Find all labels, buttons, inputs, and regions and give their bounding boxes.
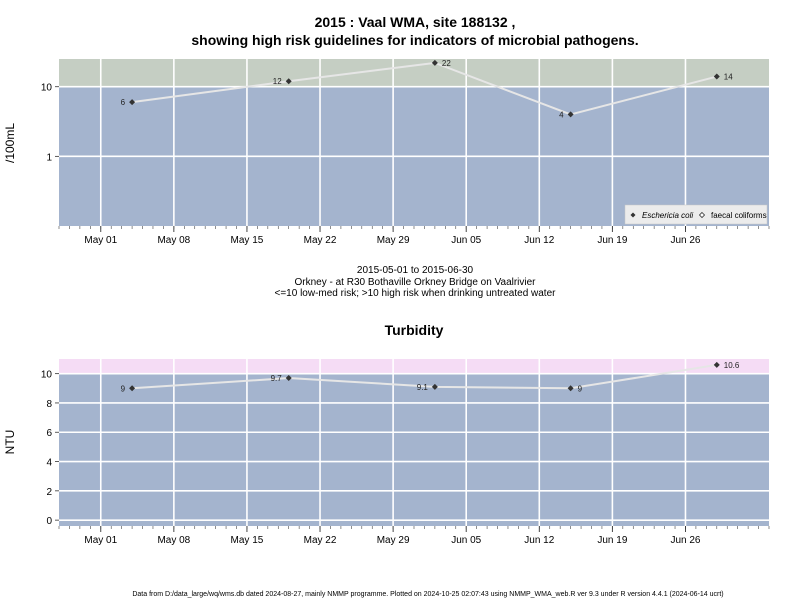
chart1-data-point <box>285 78 292 85</box>
chart1-data-point <box>713 73 720 80</box>
chart1-legend: Eschericia coli faecal coliforms <box>624 204 768 225</box>
legend-label-faecal: faecal coliforms <box>711 211 767 220</box>
chart1-legend-box <box>624 204 768 225</box>
chart2-title: Turbidity <box>385 322 444 338</box>
chart2-x-tick-label: May 22 <box>304 535 337 546</box>
footer-note: Data from D:/data_large/wq/wms.db dated … <box>132 591 723 598</box>
chart2-y-tick-label: 2 <box>46 487 52 498</box>
chart2-y-tick-label: 8 <box>46 399 52 410</box>
chart2-y-axis-label: NTU <box>3 430 17 455</box>
chart1-caption-date-range: 2015-05-01 to 2015-06-30 <box>357 265 474 276</box>
chart1-caption-site: Orkney - at R30 Bothaville Orkney Bridge… <box>294 277 536 288</box>
chart2-data-label: 9 <box>121 384 126 393</box>
chart2-data-label: 9 <box>578 384 583 393</box>
chart2-data-point <box>713 361 720 368</box>
chart2-data-label: 10.6 <box>724 361 740 370</box>
chart1-caption-guideline: <=10 low-med risk; >10 high risk when dr… <box>275 288 557 299</box>
chart1-data-point <box>129 99 136 106</box>
legend-marker-ecoli <box>630 212 636 218</box>
chart1-x-tick-label: Jun 12 <box>524 235 554 246</box>
legend-marker-faecal <box>698 211 706 219</box>
chart1-data-point <box>567 111 574 118</box>
chart1-x-tick-label: May 15 <box>231 235 264 246</box>
chart2-low-risk-band <box>59 373 769 526</box>
chart2-data-point <box>567 385 574 392</box>
chart2-y-tick-label: 4 <box>46 458 52 469</box>
chart1-y-tick-label: 10 <box>41 83 53 94</box>
chart2-data-point <box>129 385 136 392</box>
legend-label-ecoli: Eschericia coli <box>642 211 693 220</box>
chart2-y-tick-label: 0 <box>46 516 52 527</box>
chart2-x-tick-label: May 29 <box>377 535 410 546</box>
chart1-data-label: 6 <box>121 98 126 107</box>
chart2-x-tick-label: May 08 <box>157 535 190 546</box>
chart1-y-axis-label: /100mL <box>3 123 17 163</box>
chart1-x-tick-label: May 22 <box>304 235 337 246</box>
chart2-data-label: 9.1 <box>417 383 429 392</box>
chart1-data-label: 22 <box>442 59 451 68</box>
chart2-data-point <box>431 383 438 390</box>
chart1-x-tick-label: Jun 19 <box>597 235 627 246</box>
chart2-y-tick-label: 10 <box>41 370 53 381</box>
chart1-x-tick-label: May 08 <box>157 235 190 246</box>
chart2-x-tick-label: Jun 26 <box>670 535 700 546</box>
chart1-data-label: 14 <box>724 73 733 82</box>
chart1-plot-area: May 01 May 08 May 15 May 22 May 29 Jun 05 Jun … <box>41 59 770 246</box>
chart2-x-tick-label: Jun 19 <box>597 535 627 546</box>
chart1-x-tick-label: May 29 <box>377 235 410 246</box>
chart1-x-tick-label: Jun 05 <box>451 235 481 246</box>
chart1-title-line1: 2015 : Vaal WMA, site 188132 , <box>315 14 516 30</box>
chart1-data-label: 4 <box>559 110 564 119</box>
chart1-x-tick-label: May 01 <box>84 235 117 246</box>
chart2-plot-area: May 01 May 08 May 15 May 22 May 29 Jun 05 Jun … <box>41 359 770 546</box>
chart2-x-tick-label: Jun 05 <box>451 535 481 546</box>
chart1-y-tick-label: 1 <box>46 152 52 163</box>
chart2-x-tick-label: May 01 <box>84 535 117 546</box>
chart2-data-label: 9.7 <box>271 374 283 383</box>
chart1-x-tick-label: Jun 26 <box>670 235 700 246</box>
chart1-high-risk-band <box>59 59 769 87</box>
chart1-data-label: 12 <box>273 77 282 86</box>
chart2-x-tick-label: Jun 12 <box>524 535 554 546</box>
chart2-x-tick-label: May 15 <box>231 535 264 546</box>
chart2-y-tick-label: 6 <box>46 428 52 439</box>
chart1-title-line2: showing high risk guidelines for indicat… <box>191 32 638 48</box>
chart2-data-point <box>285 375 292 382</box>
chart1-data-point <box>431 59 438 66</box>
chart2-high-risk-band <box>59 359 769 374</box>
